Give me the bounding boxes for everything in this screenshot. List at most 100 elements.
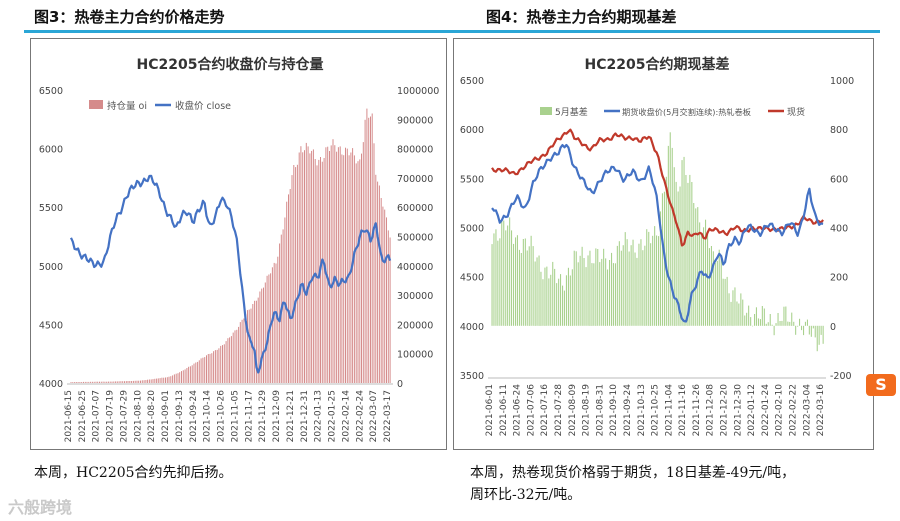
oi-bar [113, 381, 115, 383]
oi-bar [339, 146, 341, 383]
x-tick-label: 2021-07-06 [526, 384, 536, 437]
basis-bar [675, 181, 677, 326]
oi-bar [370, 116, 371, 383]
oi-bar [289, 189, 291, 383]
y-right-tick-label: 1000000 [397, 86, 439, 97]
y-left-tick-label: 6500 [39, 86, 63, 97]
basis-bar [810, 325, 812, 337]
basis-bar [575, 251, 577, 326]
basis-bar [585, 267, 587, 326]
basis-bar [801, 325, 803, 331]
oi-bar [298, 152, 300, 383]
basis-bar [626, 239, 628, 326]
oi-bar [375, 174, 377, 383]
basis-bar [677, 191, 679, 326]
oi-bar [150, 379, 152, 383]
basis-bar [611, 252, 613, 326]
y-left-tick-label: 6500 [460, 76, 484, 87]
oi-bar [173, 374, 175, 383]
basis-bar [650, 243, 652, 326]
oi-bar [206, 355, 207, 383]
y-right-tick-label: 100000 [397, 350, 433, 361]
basis-bar [705, 219, 707, 326]
basis-bar [544, 267, 546, 326]
basis-bar [659, 211, 661, 326]
oi-bar [327, 146, 329, 383]
basis-bar [742, 299, 744, 326]
basis-bar [614, 263, 616, 326]
sogou-s-icon[interactable]: S [866, 374, 896, 396]
oi-bar [220, 345, 222, 383]
x-tick-label: 2021-07-29 [119, 390, 129, 443]
basis-bar [767, 322, 769, 326]
x-tick-label: 2021-11-29 [258, 390, 268, 443]
oi-bar [198, 360, 200, 383]
oi-bar [145, 380, 147, 383]
oi-bar [304, 150, 305, 383]
basis-bar [808, 325, 810, 335]
y-right-tick-label: 800000 [397, 145, 433, 156]
chart-title: HC2205合约期现基差 [585, 56, 730, 73]
x-tick-label: 2021-07-16 [540, 384, 550, 437]
legend-basis-label: 5月基差 [555, 106, 588, 118]
y-left-tick-label: 4500 [39, 320, 63, 331]
basis-bar [567, 267, 569, 326]
basis-bar [669, 132, 671, 326]
basis-bar [720, 258, 722, 326]
oi-bar [170, 376, 172, 383]
x-tick-label: 2021-08-09 [568, 384, 578, 437]
basis-bar [755, 307, 757, 326]
basis-bar [732, 290, 734, 326]
basis-bar [761, 306, 763, 326]
basis-bar [689, 174, 691, 326]
oi-bar [288, 194, 289, 383]
basis-bar [703, 227, 705, 326]
x-tick-label: 2021-11-16 [678, 384, 688, 437]
basis-bar [701, 235, 703, 326]
oi-bar [154, 378, 156, 383]
close-price-line [70, 174, 392, 374]
oi-bar [259, 291, 261, 383]
basis-bar [515, 237, 517, 326]
basis-bar [589, 250, 591, 326]
oi-bar [329, 151, 330, 383]
basis-bar [593, 263, 595, 326]
oi-bar [307, 146, 309, 383]
oi-bar [140, 380, 141, 383]
basis-bar [601, 258, 603, 326]
basis-bar [771, 324, 773, 326]
basis-bar [562, 285, 564, 326]
oi-bar [106, 381, 108, 383]
oi-bar [200, 358, 202, 383]
basis-bar [632, 239, 634, 326]
y-left-tick-label: 3500 [460, 371, 484, 382]
oi-bar [122, 381, 124, 383]
x-tick-label: 2021-06-24 [513, 384, 523, 437]
x-tick-label: 2022-02-22 [789, 384, 799, 436]
basis-bar [546, 266, 548, 326]
oi-bar [309, 153, 311, 383]
oi-bar [202, 357, 204, 383]
oi-bar [389, 237, 391, 383]
oi-bar [159, 378, 161, 383]
oi-bar [125, 381, 127, 383]
y-right-tick-label: 700000 [397, 174, 433, 185]
basis-bar [752, 325, 754, 327]
x-tick-label: 2022-03-17 [383, 390, 393, 442]
x-tick-label: 2021-12-09 [272, 390, 282, 443]
basis-bar [671, 147, 673, 326]
oi-bar [361, 153, 362, 383]
y-left-tick-label: 6000 [460, 125, 484, 136]
x-tick-label: 2022-03-04 [802, 384, 812, 437]
oi-bar [189, 366, 191, 383]
basis-bar [524, 238, 526, 326]
oi-bar [371, 113, 373, 383]
oi-bar [131, 381, 133, 383]
oi-bar [263, 287, 264, 383]
oi-bar [232, 332, 234, 383]
x-tick-label: 2022-02-14 [341, 390, 351, 443]
basis-bar [748, 305, 750, 326]
oi-bar [286, 201, 288, 383]
oi-bar [291, 175, 293, 383]
oi-bar [295, 167, 297, 383]
